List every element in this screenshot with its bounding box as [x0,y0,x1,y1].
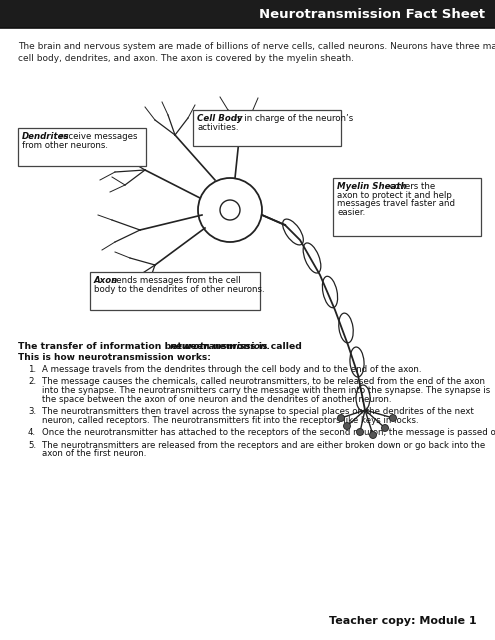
Text: The neurotransmitters are released from the receptors and are either broken down: The neurotransmitters are released from … [42,440,485,450]
Text: into the synapse. The neurotransmitters carry the message with them into the syn: into the synapse. The neurotransmitters … [42,386,490,395]
Bar [0,0,495,28]
FancyBboxPatch shape [333,178,481,236]
Text: is in charge of the neuron’s: is in charge of the neuron’s [232,114,353,123]
FancyBboxPatch shape [193,110,341,146]
Circle shape [390,415,396,422]
Text: Once the neurotransmitter has attached to the receptors of the second neuron, th: Once the neurotransmitter has attached t… [42,428,495,437]
Text: body to the dendrites of other neurons.: body to the dendrites of other neurons. [94,285,265,294]
Text: messages travel faster and: messages travel faster and [337,199,455,208]
Text: This is how neurotransmission works:: This is how neurotransmission works: [18,353,211,362]
Text: cell body, dendrites, and axon. The axon is covered by the myelin sheath.: cell body, dendrites, and axon. The axon… [18,54,354,63]
Circle shape [344,422,350,429]
Text: Cell Body: Cell Body [197,114,243,123]
Text: sends messages from the cell: sends messages from the cell [109,276,241,285]
Text: 4.: 4. [28,428,36,437]
Text: neurotransmission.: neurotransmission. [170,342,271,351]
Circle shape [382,424,389,431]
Polygon shape [223,0,495,28]
Text: activities.: activities. [197,122,239,132]
Text: covers the: covers the [387,182,435,191]
Text: The brain and nervous system are made of billions of nerve cells, called neurons: The brain and nervous system are made of… [18,42,495,51]
Text: The message causes the chemicals, called neurotransmitters, to be released from : The message causes the chemicals, called… [42,378,485,387]
Circle shape [369,431,377,438]
Circle shape [338,415,345,422]
Text: the space between the axon of one neuron and the dendrites of another neuron.: the space between the axon of one neuron… [42,395,392,404]
Text: neuron, called receptors. The neurotransmitters fit into the receptors like keys: neuron, called receptors. The neurotrans… [42,416,419,425]
Text: 5.: 5. [28,440,36,450]
Text: easier.: easier. [337,207,365,217]
Text: axon of the first neuron.: axon of the first neuron. [42,449,147,458]
Text: 1.: 1. [28,365,36,374]
Text: receive messages: receive messages [56,132,137,141]
Text: Dendrites: Dendrites [22,132,70,141]
Text: 2.: 2. [28,378,36,387]
Text: 3.: 3. [28,407,36,416]
Text: Neurotransmission Fact Sheet: Neurotransmission Fact Sheet [259,8,485,20]
Text: Axon: Axon [94,276,118,285]
Text: The transfer of information between neurons is called: The transfer of information between neur… [18,342,305,351]
Text: Myelin Sheath: Myelin Sheath [337,182,406,191]
Text: axon to protect it and help: axon to protect it and help [337,191,452,200]
FancyBboxPatch shape [18,128,146,166]
Text: A message travels from the dendrites through the cell body and to the end of the: A message travels from the dendrites thr… [42,365,422,374]
Circle shape [356,429,363,435]
Text: from other neurons.: from other neurons. [22,141,108,150]
Text: Teacher copy: Module 1: Teacher copy: Module 1 [329,616,477,626]
Text: The neurotransmitters then travel across the synapse to special places on the de: The neurotransmitters then travel across… [42,407,474,416]
FancyBboxPatch shape [90,272,260,310]
